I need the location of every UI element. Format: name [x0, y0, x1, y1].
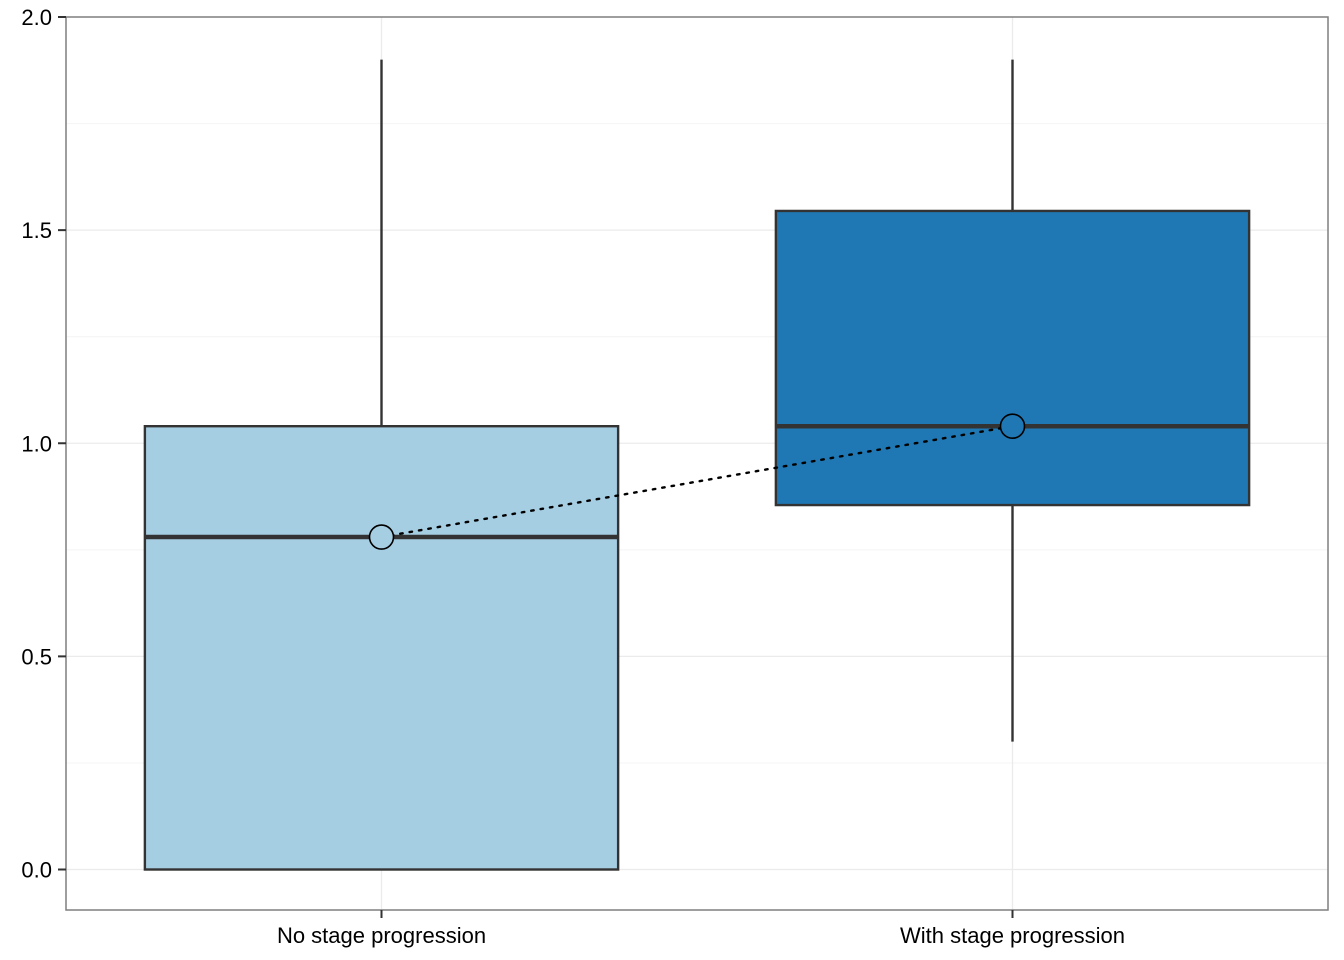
box-1: [143, 425, 620, 871]
x-tick-label: With stage progression: [900, 923, 1125, 948]
box-2: [774, 209, 1251, 507]
y-tick-label: 0.0: [21, 858, 52, 883]
mean-point: [999, 413, 1026, 440]
plot-border: [65, 16, 1329, 911]
x-tick-label: No stage progression: [277, 923, 486, 948]
axes: 0.0 0.5 1.0 1.5 2.0 No stage progression With …: [21, 5, 1125, 948]
mean-connector-line: [380, 425, 1014, 539]
y-tick-label: 1.0: [21, 431, 52, 456]
y-tick-label: 2.0: [21, 5, 52, 30]
mean-markers: [368, 413, 1026, 550]
y-tick-label: 0.5: [21, 644, 52, 669]
mean-point: [368, 524, 395, 550]
boxes: [143, 59, 1251, 871]
y-tick-label: 1.5: [21, 218, 52, 243]
